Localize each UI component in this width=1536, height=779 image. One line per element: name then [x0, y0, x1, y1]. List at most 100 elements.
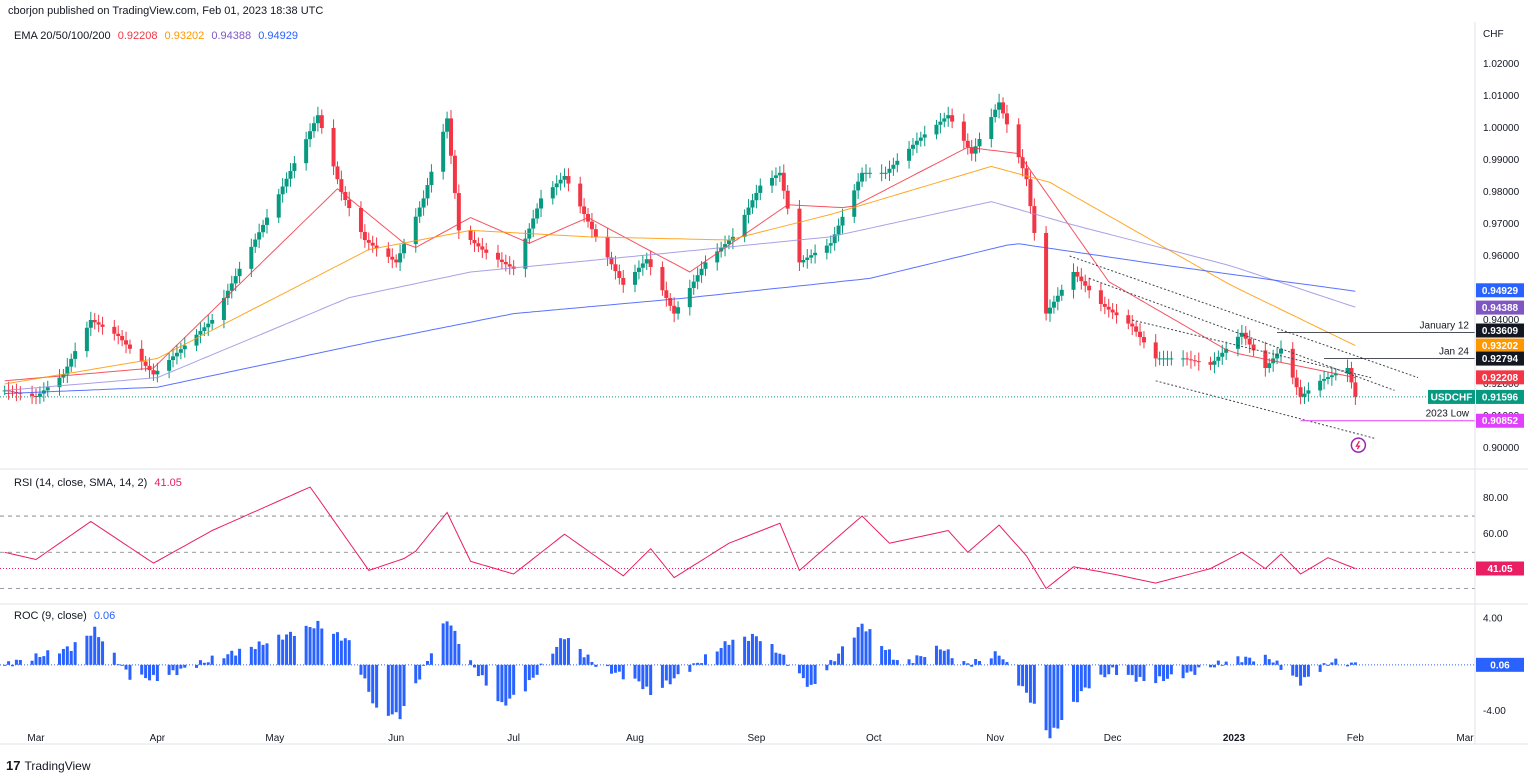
roc-bar [696, 662, 700, 665]
candle-body [1239, 332, 1244, 337]
candle-body [676, 307, 681, 314]
roc-bar [445, 621, 449, 665]
january-12-note: January 12 [1420, 321, 1470, 332]
roc-bar [672, 664, 676, 679]
candle-body [1114, 312, 1119, 316]
roc-bar [222, 658, 226, 665]
roc-bar [809, 664, 813, 685]
roc-bar [1326, 664, 1330, 666]
candle-body [1306, 390, 1311, 394]
ema-legend[interactable]: EMA 20/50/100/200 0.92208 0.93202 0.9438… [14, 30, 302, 42]
roc-bar [320, 628, 324, 665]
roc-bar [786, 664, 790, 666]
candle-body [1161, 358, 1166, 360]
roc-bar [195, 664, 199, 668]
roc-bar [38, 656, 42, 665]
roc-bar [42, 656, 46, 665]
roc-bar [206, 662, 210, 665]
tradingview-brand[interactable]: 17 TradingView [6, 758, 91, 773]
candle-body [1153, 342, 1158, 359]
axes: 1.02000 1.01000 1.00000 0.99000 0.98000 0.970… [0, 22, 1528, 745]
roc-bar [1306, 664, 1310, 677]
candle-body [1071, 272, 1076, 290]
roc-bar [555, 646, 559, 665]
roc-bar [950, 658, 954, 665]
candle-body [918, 137, 923, 141]
roc-bar [480, 664, 484, 676]
candle-body [910, 144, 915, 149]
roc-pane[interactable] [0, 620, 1475, 739]
price-tag-label: 0.94929 [1482, 286, 1519, 297]
candle-body [1126, 315, 1131, 324]
roc-bar [93, 626, 97, 665]
candle-body [210, 320, 215, 324]
candle-body [726, 240, 731, 245]
candle-body [582, 206, 587, 214]
candle-body [1020, 157, 1025, 169]
candle-body [445, 118, 450, 132]
candle-body [311, 123, 316, 132]
roc-bar [586, 654, 590, 665]
candle-body [429, 171, 434, 186]
candle-body [539, 198, 544, 209]
roc-bar [390, 664, 394, 715]
x-tick-label: Sep [747, 733, 765, 744]
candle-body [374, 245, 379, 249]
candle-body [828, 243, 833, 246]
rsi-pane[interactable] [0, 486, 1475, 590]
roc-bar [171, 664, 175, 671]
roc-bar [1334, 658, 1338, 665]
roc-bar [974, 659, 978, 665]
candle-body [719, 247, 724, 252]
candle-body [860, 172, 865, 182]
roc-bar [140, 664, 144, 675]
candle-body [1141, 337, 1146, 343]
currency-label: CHF [1483, 29, 1504, 40]
roc-bar [1291, 664, 1295, 676]
candle-body [280, 186, 285, 195]
tradingview-logo-icon: 17 [6, 758, 21, 773]
roc-bar [551, 653, 555, 665]
candle-body [127, 344, 132, 349]
candle-body [472, 240, 477, 244]
roc-bar [281, 639, 285, 665]
roc-bar [469, 660, 473, 665]
roc-bar [856, 627, 860, 665]
roc-bar [864, 631, 868, 665]
roc-bar [590, 661, 594, 665]
roc-bar [993, 651, 997, 665]
candle-body [950, 115, 955, 122]
roc-bar [234, 655, 238, 665]
candle-body [554, 183, 559, 188]
candle-body [221, 298, 226, 320]
roc-legend[interactable]: ROC (9, close) 0.06 [14, 610, 119, 622]
roc-bar [1216, 660, 1220, 665]
roc-bar [335, 632, 339, 665]
candle-body [358, 208, 363, 232]
rsi-legend-value: 41.05 [154, 477, 182, 489]
roc-bar [1244, 656, 1248, 665]
rsi-legend[interactable]: RSI (14, close, SMA, 14, 2) 41.05 [14, 477, 186, 489]
roc-bar [230, 650, 234, 665]
price-tick-label: 1.02000 [1483, 59, 1520, 70]
candle-body [261, 224, 266, 233]
roc-bar [484, 664, 488, 686]
candle-body [202, 327, 207, 331]
price-tick-label: 1.00000 [1483, 123, 1520, 134]
candle-body [750, 200, 755, 208]
candle-body [139, 348, 144, 362]
candle-body [2, 390, 7, 392]
price-pane[interactable]: January 12 Jan 24 2023 Low [0, 93, 1475, 453]
candle-body [1298, 387, 1303, 397]
candle-body [1290, 348, 1295, 378]
candle-body [315, 115, 320, 124]
symbol-tag [1428, 389, 1475, 404]
candle-body [366, 240, 371, 243]
candle-body [264, 217, 269, 225]
candle-body [347, 200, 352, 208]
candle-body [1275, 353, 1280, 359]
roc-bar [852, 637, 856, 665]
candle-body [942, 118, 947, 122]
roc-bar [1353, 662, 1357, 665]
